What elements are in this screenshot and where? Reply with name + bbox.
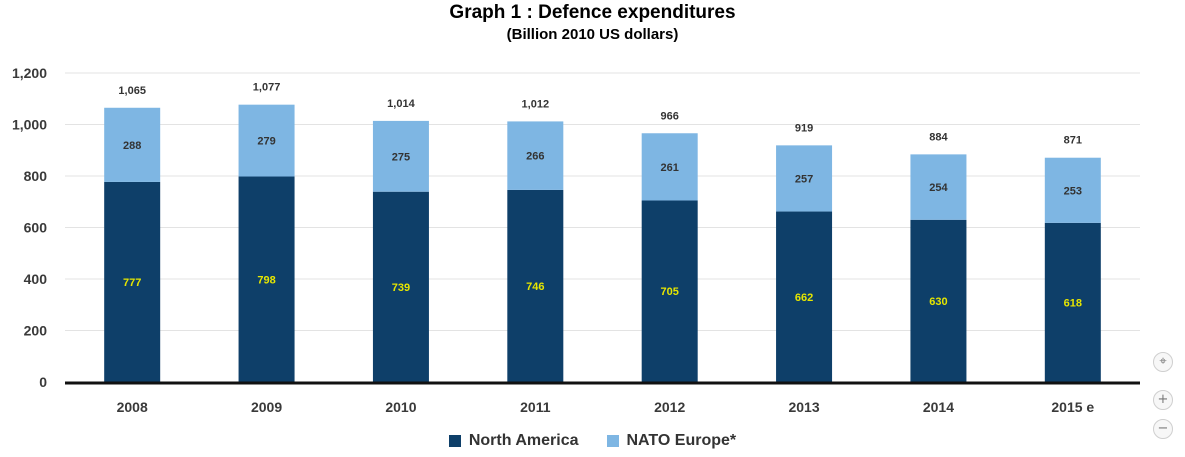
data-label-nato-europe: 279 xyxy=(257,136,275,148)
data-label-north-america: 705 xyxy=(661,286,679,298)
data-label-total: 884 xyxy=(929,131,948,143)
data-label-nato-europe: 254 xyxy=(929,182,948,194)
data-label-total: 1,012 xyxy=(522,98,550,110)
data-label-north-america: 739 xyxy=(392,282,410,294)
bar-nato-europe xyxy=(238,104,295,177)
bar-nato-europe xyxy=(641,133,698,201)
legend-item-north-america[interactable]: North America xyxy=(448,432,579,450)
bar-nato-europe xyxy=(776,145,833,212)
y-tick-label: 800 xyxy=(24,168,48,184)
bar-north-america xyxy=(104,181,161,382)
bar-north-america xyxy=(910,219,967,382)
legend-swatch-north-america xyxy=(448,435,461,447)
data-label-total: 1,065 xyxy=(118,85,146,97)
bar-nato-europe xyxy=(507,121,564,190)
bar-north-america xyxy=(372,191,429,382)
zoom-out-button[interactable]: − xyxy=(1153,419,1173,439)
data-label-total: 966 xyxy=(661,110,679,122)
data-label-nato-europe: 288 xyxy=(123,140,141,152)
x-tick-label: 2010 xyxy=(385,399,416,415)
data-label-nato-europe: 253 xyxy=(1064,185,1082,197)
bar-nato-europe xyxy=(372,120,429,192)
chart-subtitle: (Billion 2010 US dollars) xyxy=(506,26,679,43)
y-tick-label: 200 xyxy=(24,323,48,339)
bar-nato-europe xyxy=(104,107,161,182)
y-tick-label: 0 xyxy=(39,374,47,390)
bar-north-america xyxy=(238,176,295,382)
reset-zoom-icon[interactable]: ⌖ xyxy=(1153,352,1173,372)
bar-north-america xyxy=(776,211,833,382)
chart-title: Graph 1 : Defence expenditures xyxy=(449,2,736,23)
legend-item-nato-europe[interactable]: NATO Europe* xyxy=(606,432,737,450)
bar-north-america xyxy=(1044,222,1101,382)
x-tick-label: 2014 xyxy=(923,399,954,415)
x-tick-label: 2011 xyxy=(520,399,551,415)
data-label-total: 919 xyxy=(795,122,813,134)
y-tick-label: 1,000 xyxy=(12,117,47,133)
x-tick-label: 2009 xyxy=(251,399,282,415)
data-label-nato-europe: 275 xyxy=(392,151,410,163)
bar-north-america xyxy=(641,200,698,382)
x-tick-label: 2012 xyxy=(654,399,685,415)
legend-label-nato-europe: NATO Europe* xyxy=(626,432,737,449)
data-label-nato-europe: 257 xyxy=(795,173,813,185)
y-tick-label: 1,200 xyxy=(12,65,47,81)
x-tick-label: 2015 e xyxy=(1051,399,1094,415)
data-label-north-america: 777 xyxy=(123,277,141,289)
data-label-north-america: 746 xyxy=(526,281,544,293)
y-tick-label: 400 xyxy=(24,271,48,287)
legend-label-north-america: North America xyxy=(468,432,579,449)
x-tick-label: 2008 xyxy=(117,399,148,415)
data-label-total: 871 xyxy=(1064,135,1082,147)
bar-nato-europe xyxy=(910,154,967,220)
data-label-total: 1,077 xyxy=(253,82,281,94)
data-label-nato-europe: 261 xyxy=(661,162,679,174)
zoom-in-button[interactable]: + xyxy=(1153,390,1173,410)
x-tick-label: 2013 xyxy=(788,399,819,415)
data-label-north-america: 618 xyxy=(1064,297,1082,309)
data-label-north-america: 798 xyxy=(257,274,275,286)
bar-north-america xyxy=(507,189,564,382)
legend-swatch-nato-europe xyxy=(606,435,619,447)
stacked-bar-chart: 0 200 400 600 800 1,000 1,200 777 288 1,065 2008 79… xyxy=(12,65,1140,415)
legend: North America NATO Europe* xyxy=(0,432,1185,450)
data-label-north-america: 662 xyxy=(795,292,813,304)
data-label-total: 1,014 xyxy=(387,98,415,110)
data-label-nato-europe: 266 xyxy=(526,151,544,163)
y-tick-label: 600 xyxy=(24,220,48,236)
bar-nato-europe xyxy=(1044,157,1101,223)
data-label-north-america: 630 xyxy=(929,296,947,308)
